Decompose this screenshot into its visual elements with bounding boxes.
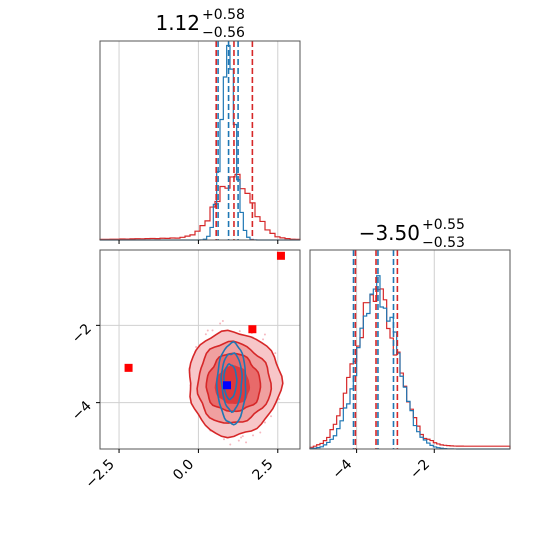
panel-frame-1: [99, 249, 301, 450]
sample-dot: [238, 330, 241, 333]
tick-label-x-2: 2.5: [250, 457, 277, 484]
panel-title-1: −3.50 +0.55 −0.53: [359, 217, 465, 251]
title-value: −3.50: [359, 221, 420, 245]
sample-dot: [211, 329, 214, 332]
panel-frame-0: [99, 40, 301, 241]
hist-param1: [99, 41, 301, 241]
sample-dot: [278, 398, 281, 401]
title-lower-error: −0.56: [202, 25, 245, 41]
hist-param2: [309, 250, 511, 450]
sample-dot: [219, 322, 222, 325]
sample-dot: [263, 421, 266, 424]
sample-dot: [259, 431, 262, 434]
marker-blue-3: [222, 381, 231, 390]
sample-dot: [274, 352, 277, 355]
sample-dot: [241, 435, 244, 438]
tick-label-x-1: 0.0: [170, 457, 197, 484]
marker-red-2: [276, 251, 285, 260]
panel-frame-2: [309, 249, 511, 450]
hist2-blue-steps: [309, 275, 510, 450]
tick-label-p2-1: −2: [407, 457, 433, 483]
scatter-markers: [124, 251, 285, 390]
tick-label-p2-0: −4: [330, 456, 356, 482]
sample-dot: [240, 436, 243, 439]
title-lower-error: −0.53: [422, 235, 465, 251]
sample-dot: [195, 345, 198, 348]
title-upper-error: +0.58: [202, 7, 245, 23]
hist1-red-steps: [99, 173, 301, 240]
sample-dot: [206, 329, 209, 332]
sample-dot: [237, 439, 240, 442]
sample-dot: [229, 443, 232, 446]
contour-blue-mid: [220, 352, 243, 414]
marker-red-1: [248, 325, 257, 334]
sample-dot: [252, 434, 255, 437]
hist2-red-steps: [309, 288, 511, 449]
sample-dot: [222, 438, 225, 441]
sample-dot: [245, 441, 248, 444]
title-upper-error: +0.55: [422, 217, 465, 233]
sample-dot: [263, 333, 266, 336]
hist1-blue-steps: [100, 44, 300, 241]
sample-dot: [221, 319, 224, 322]
contour-2d: [188, 319, 284, 446]
sample-dot: [204, 333, 207, 336]
marker-red-0: [124, 363, 133, 372]
contour-blue-outer: [215, 340, 247, 426]
tick-label-y-0: −2: [69, 321, 95, 347]
sample-dot: [270, 415, 273, 418]
tick-label-y-1: −4: [69, 398, 95, 424]
panel-title-0: 1.12 +0.58 −0.56: [155, 7, 245, 41]
title-value: 1.12: [155, 11, 200, 35]
tick-label-x-0: −2.5: [83, 457, 118, 492]
sample-dot: [262, 338, 265, 341]
